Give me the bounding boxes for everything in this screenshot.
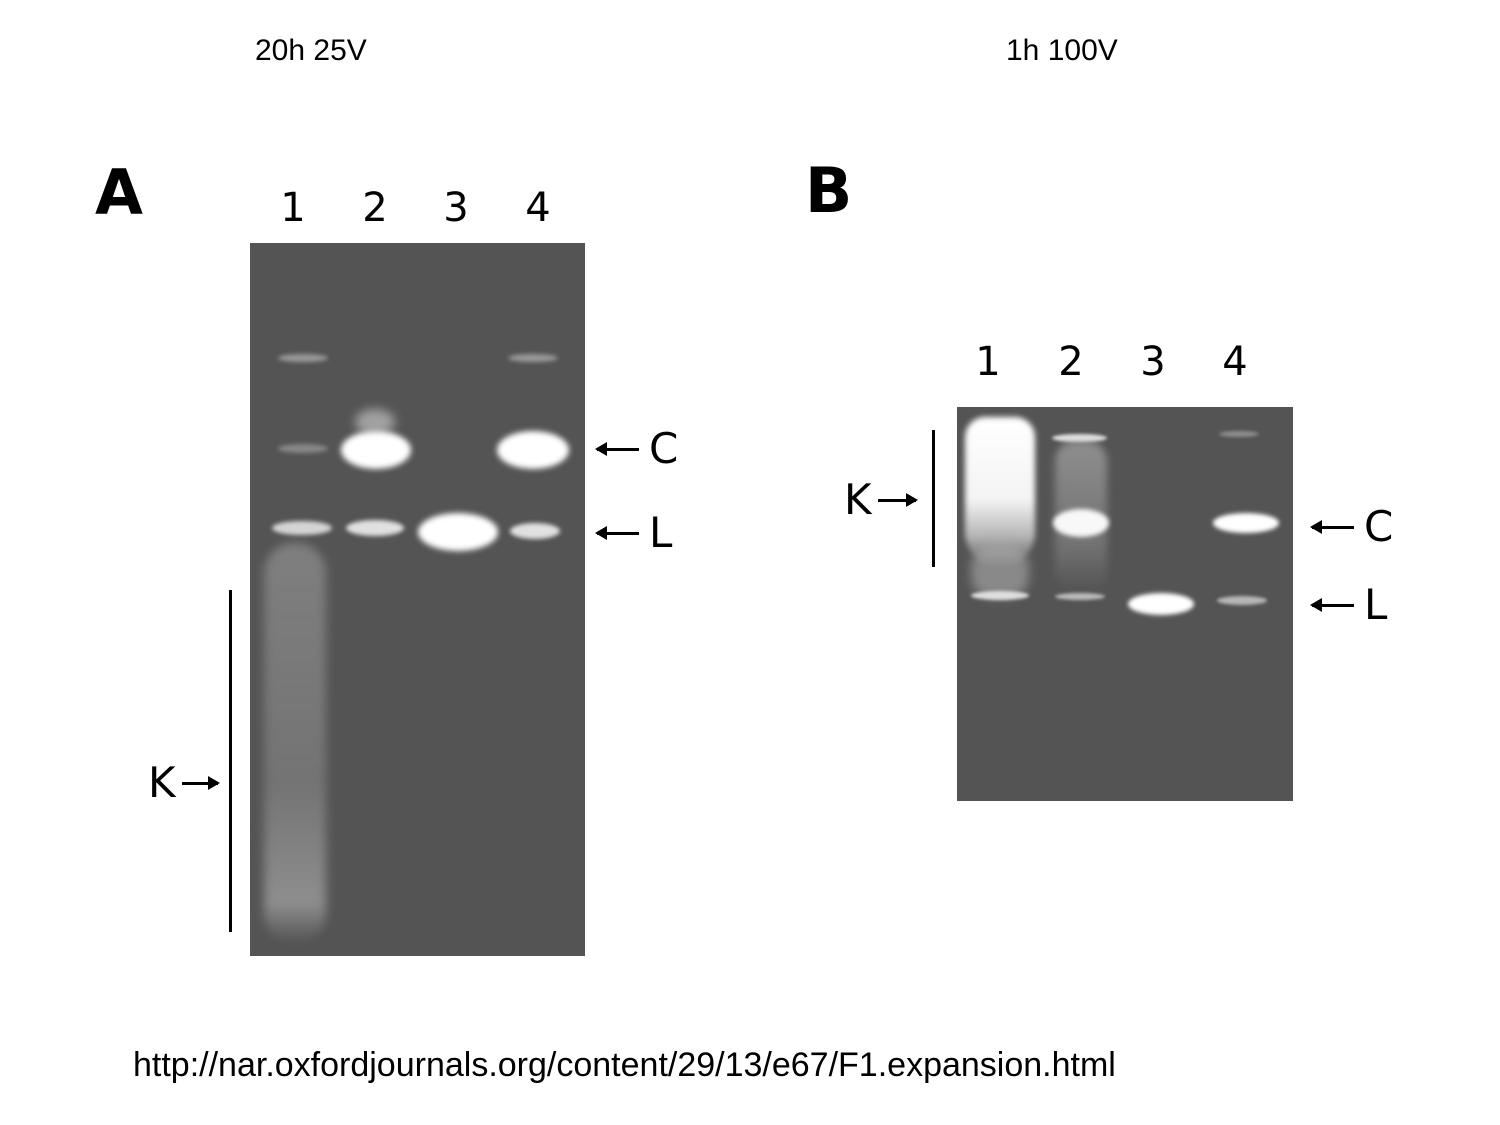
gel-a-lane-1-l-band [272, 521, 332, 535]
panel-b-lane-1-label: 1 [975, 339, 1001, 385]
source-url: http://nar.oxfordjournals.org/content/29… [133, 1046, 1116, 1084]
panel-a-lane-2-label: 2 [362, 185, 388, 231]
panel-a-lane-3-label: 3 [443, 185, 469, 231]
gel-b-lane-1-tail [971, 547, 1029, 597]
gel-b-lane-2-l-band [1055, 593, 1105, 600]
panel-a-marker-k: K [148, 758, 220, 807]
panel-a-lane-4-label: 4 [525, 185, 551, 231]
left-arrow-icon [1310, 597, 1354, 612]
panel-b-marker-k: K [844, 475, 918, 524]
panel-a-marker-l-label: L [649, 508, 673, 557]
panel-a-marker-c: C [595, 424, 679, 473]
gel-a-lane-1-smear [264, 543, 326, 943]
right-arrow-icon [877, 492, 918, 507]
panel-b-lane-4-label: 4 [1222, 339, 1248, 385]
gel-b [957, 407, 1293, 801]
gel-a-lane-4-top-band [508, 354, 558, 362]
gel-b-lane-1-l-band [971, 591, 1029, 600]
panel-b-lane-3-label: 3 [1140, 339, 1166, 385]
right-arrow-icon [181, 775, 220, 790]
panel-b-letter: B [805, 154, 853, 227]
gel-a-lane-1-c-band [278, 444, 328, 453]
panel-b-marker-c-label: C [1364, 502, 1394, 551]
gel-a-lane-2-c-band [341, 431, 411, 469]
condition-label-right: 1h 100V [1006, 34, 1118, 67]
panel-b-lane-2-label: 2 [1058, 339, 1084, 385]
left-arrow-icon [1310, 519, 1354, 534]
gel-a-lane-2-glow [355, 409, 395, 435]
panel-b-marker-k-label: K [844, 475, 872, 524]
gel-a-lane-1-top-band [278, 354, 328, 362]
gel-b-lane-3-l-band [1128, 593, 1194, 615]
gel-a-lane-2-l-band [346, 520, 404, 536]
gel-b-lane-4-l-band [1217, 596, 1267, 605]
left-arrow-icon [595, 441, 639, 456]
gel-b-lane-2-c-band [1053, 509, 1109, 537]
gel-a-lane-4-l-band [510, 523, 560, 539]
panel-a-k-range-line [229, 590, 232, 932]
gel-a-lane-4-c-band [497, 431, 569, 469]
panel-a-lane-1-label: 1 [280, 185, 306, 231]
gel-a [250, 243, 585, 956]
gel-b-lane-4-top-band [1219, 431, 1259, 437]
condition-label-left: 20h 25V [255, 34, 367, 67]
gel-b-lane-2-top-band [1052, 434, 1107, 442]
panel-b-marker-c: C [1310, 502, 1394, 551]
panel-a-marker-l: L [595, 508, 673, 557]
panel-a-marker-k-label: K [148, 758, 176, 807]
left-arrow-icon [595, 525, 639, 540]
gel-b-lane-4-c-band [1213, 513, 1279, 533]
gel-a-lane-3-l-band [418, 513, 498, 551]
panel-a-marker-c-label: C [649, 424, 679, 473]
gel-b-lane-1-smear [965, 417, 1035, 567]
panel-a-letter: A [95, 156, 143, 229]
panel-b-k-range-line [932, 430, 935, 567]
panel-b-marker-l: L [1310, 580, 1388, 629]
panel-b-marker-l-label: L [1364, 580, 1388, 629]
